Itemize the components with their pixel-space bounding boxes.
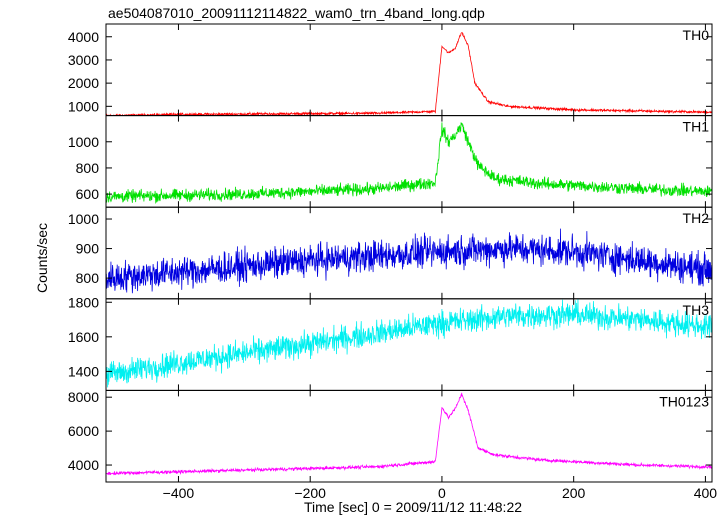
panel-th2: TH2 800 900 1000 (68, 206, 713, 300)
y-tick-label: 1400 (68, 363, 99, 379)
y-tick-label: 1600 (68, 329, 99, 345)
x-tick-label: 0 (438, 485, 446, 501)
chart-title: ae504087010_20091112114822_wam0_trn_4ban… (108, 5, 485, 21)
panel-label: TH0123 (659, 393, 709, 409)
panel-label: TH1 (683, 119, 710, 135)
series-line-th2 (106, 228, 712, 294)
panel-frame (105, 389, 713, 483)
panels-group: TH0 1000 2000 3000 4000 TH1 600 800 1000 TH2 800 90… (68, 23, 713, 483)
x-axis-label: Time [sec] 0 = 2009/11/12 11:48:22 (304, 499, 522, 515)
panel-label: TH3 (683, 302, 710, 318)
panel-th0123: TH0123 4000 6000 8000 (68, 389, 713, 483)
y-tick-label: 8000 (68, 389, 99, 405)
panel-label: TH2 (683, 210, 710, 226)
x-tick-label: −400 (163, 485, 195, 501)
x-tick-label: −200 (294, 485, 326, 501)
series-line-th0123 (106, 392, 712, 476)
panel-label: TH0 (683, 27, 710, 43)
y-tick-label: 6000 (68, 423, 99, 439)
series-line-th3 (106, 299, 712, 388)
panel-frame (105, 298, 713, 391)
y-tick-label: 800 (76, 160, 100, 176)
y-tick-label: 1800 (68, 294, 99, 310)
x-tick-labels: −400 −200 0 200 400 (163, 485, 718, 501)
y-tick-label: 4000 (68, 29, 99, 45)
x-tick-label: 200 (562, 485, 586, 501)
y-tick-label: 4000 (68, 457, 99, 473)
y-tick-label: 600 (76, 186, 100, 202)
panel-th1: TH1 600 800 1000 (68, 115, 713, 208)
panel-th0: TH0 1000 2000 3000 4000 (68, 23, 713, 117)
y-tick-label: 3000 (68, 52, 99, 68)
y-axis-label: Counts/sec (34, 223, 50, 293)
y-tick-label: 2000 (68, 75, 99, 91)
y-tick-label: 800 (76, 270, 100, 286)
x-tick-label: 400 (694, 485, 718, 501)
panel-frame (105, 23, 713, 117)
panel-th3: TH3 1400 1600 1800 (68, 294, 713, 391)
series-line-th0 (106, 31, 712, 116)
y-tick-label: 1000 (68, 98, 99, 114)
y-tick-label: 1000 (68, 211, 99, 227)
series-line-th1 (106, 122, 712, 204)
y-tick-label: 1000 (68, 134, 99, 150)
y-tick-label: 900 (76, 241, 100, 257)
